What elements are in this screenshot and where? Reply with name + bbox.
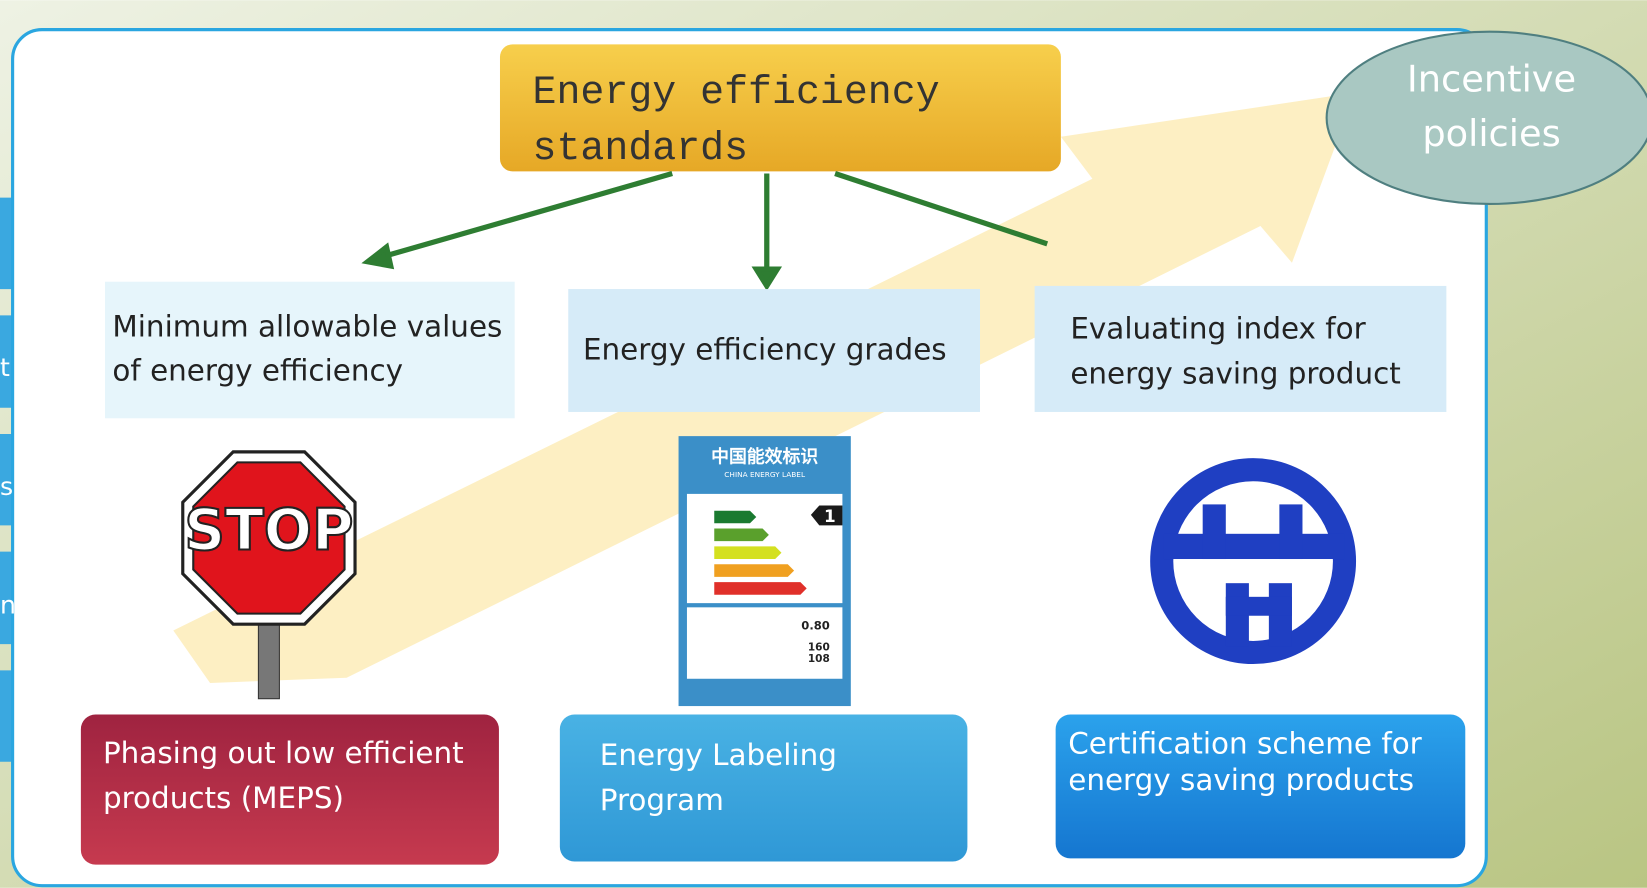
label-header: 中国能效标识: [711, 445, 818, 467]
grade-bar: [714, 564, 794, 577]
grade-bar: [714, 546, 781, 559]
program-text: Certification scheme for: [1068, 726, 1422, 760]
title-text: standards: [533, 126, 749, 171]
logo-post: [1203, 504, 1226, 559]
program-text: Energy Labeling: [600, 738, 837, 772]
program-text: energy saving products: [1068, 763, 1414, 797]
label-number: 160: [808, 641, 830, 653]
page: Energy efficiency standards Incentive poli…: [0, 0, 1647, 888]
side-tab-text: nt: [0, 591, 26, 620]
description-text: energy saving product: [1070, 357, 1400, 391]
grade-bar: [714, 582, 806, 595]
description-text: of energy efficiency: [112, 353, 403, 387]
label-number: 0.80: [801, 618, 830, 632]
logo-bar: [1164, 534, 1345, 559]
side-tab-text: s: [0, 472, 13, 501]
stop-text: STOP: [184, 498, 353, 564]
grade-bar: [714, 511, 756, 524]
energy-label: 中国能效标识 CHINA ENERGY LABEL 1 0.80 160 108: [679, 436, 851, 706]
incentive-text: policies: [1422, 112, 1560, 155]
description-text: Minimum allowable values: [112, 309, 502, 343]
logo-post: [1279, 504, 1302, 559]
label-subheader: CHINA ENERGY LABEL: [724, 470, 806, 479]
grade-bar: [714, 529, 769, 542]
side-tab-text: t: [0, 353, 10, 382]
program-text: Program: [600, 783, 724, 817]
description-text: Evaluating index for: [1070, 311, 1366, 345]
label-number: 108: [808, 653, 830, 665]
grade-value: 1: [824, 506, 836, 526]
description-box: [1035, 286, 1447, 412]
description-box: [105, 282, 515, 419]
description-text: Energy efficiency grades: [583, 332, 947, 366]
logo-bar: [1226, 597, 1292, 616]
incentive-text: Incentive: [1407, 58, 1576, 101]
title-text: Energy efficiency: [533, 70, 940, 115]
slide: Energy efficiency standards Incentive poli…: [0, 0, 1647, 888]
program-text: Phasing out low efficient: [103, 736, 464, 770]
program-text: products (MEPS): [103, 781, 344, 815]
